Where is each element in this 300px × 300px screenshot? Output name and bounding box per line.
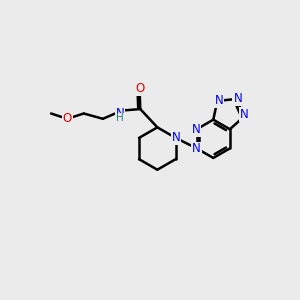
Text: N: N <box>214 94 223 107</box>
Text: N: N <box>172 131 180 144</box>
Text: O: O <box>136 82 145 95</box>
Text: N: N <box>192 123 200 136</box>
Text: O: O <box>63 112 72 125</box>
Text: N: N <box>233 92 242 106</box>
Text: N: N <box>192 142 201 155</box>
Text: N: N <box>116 107 124 120</box>
Text: N: N <box>240 108 248 121</box>
Text: H: H <box>116 113 124 124</box>
